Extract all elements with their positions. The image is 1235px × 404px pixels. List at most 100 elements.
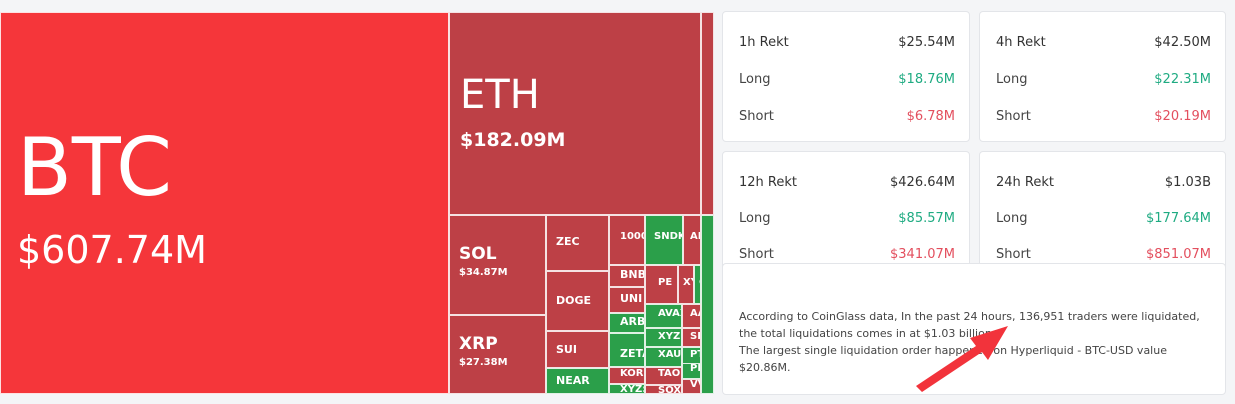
long-value: $177.64M bbox=[1146, 211, 1211, 226]
treemap-tile-uni[interactable]: UNI bbox=[609, 287, 645, 313]
long-row: Long $18.76M bbox=[739, 72, 955, 92]
tile-symbol: XRP bbox=[459, 334, 498, 354]
tile-symbol: NEAR bbox=[556, 374, 590, 387]
treemap-tile-xy[interactable]: XY bbox=[678, 265, 694, 304]
treemap-tile-arb[interactable]: ARB bbox=[609, 313, 645, 333]
treemap-tile-tao[interactable]: TAO bbox=[645, 367, 682, 385]
treemap-tile[interactable] bbox=[701, 12, 714, 215]
short-value: $20.19M bbox=[1154, 109, 1211, 124]
short-value: $6.78M bbox=[906, 109, 955, 124]
treemap-tile-btc[interactable]: BTC $607.74M bbox=[0, 12, 449, 394]
treemap-tile-xrp[interactable]: XRP $27.38M bbox=[449, 315, 546, 394]
treemap-tile-1000i[interactable]: 1000I bbox=[609, 215, 645, 265]
card-header: 4h Rekt $42.50M bbox=[996, 35, 1211, 55]
short-value: $851.07M bbox=[1146, 247, 1211, 262]
long-row: Long $22.31M bbox=[996, 72, 1211, 92]
long-row: Long $85.57M bbox=[739, 211, 955, 231]
tile-symbol: 1000I bbox=[620, 231, 644, 242]
treemap-tile[interactable] bbox=[701, 215, 714, 394]
tile-symbol: PTE bbox=[690, 349, 700, 360]
treemap-tile-vvv[interactable]: VVV bbox=[682, 379, 701, 394]
treemap-tile-pha[interactable]: PHA bbox=[682, 363, 701, 379]
treemap-tile-koru[interactable]: KORU bbox=[609, 367, 645, 384]
treemap-tile-doge[interactable]: DOGE bbox=[546, 271, 609, 331]
treemap-tile-sox[interactable]: SOX bbox=[645, 385, 682, 394]
tile-symbol: BTC bbox=[17, 121, 172, 214]
rekt-card-1h[interactable]: 1h Rekt $25.54M Long $18.76M Short $6.78… bbox=[722, 11, 970, 142]
short-label: Short bbox=[996, 109, 1031, 124]
tile-symbol: AKE bbox=[690, 231, 700, 242]
tile-symbol: SOX bbox=[658, 385, 682, 394]
tile-symbol: CF bbox=[699, 278, 700, 288]
treemap-tile-sndk[interactable]: SNDK bbox=[645, 215, 683, 265]
liquidation-treemap: BTC $607.74M ETH $182.09M SOL $34.87M XRP $27.3… bbox=[0, 12, 714, 394]
treemap-tile-skh[interactable]: SKH bbox=[682, 328, 701, 347]
treemap-tile-xau[interactable]: XAU bbox=[645, 347, 682, 367]
card-header: 24h Rekt $1.03B bbox=[996, 175, 1211, 195]
summary-line-largest: The largest single liquidation order hap… bbox=[739, 344, 1167, 374]
tile-symbol: AA bbox=[690, 308, 700, 319]
treemap-tile-cf[interactable]: CF bbox=[694, 265, 701, 304]
tile-symbol: KORU bbox=[620, 368, 644, 379]
long-label: Long bbox=[996, 211, 1028, 226]
card-total: $25.54M bbox=[898, 35, 955, 50]
long-row: Long $177.64M bbox=[996, 211, 1211, 231]
short-label: Short bbox=[996, 247, 1031, 262]
rekt-card-24h[interactable]: 24h Rekt $1.03B Long $177.64M Short $851… bbox=[979, 151, 1226, 282]
tile-symbol: SUI bbox=[556, 343, 577, 356]
treemap-tile-xyzc[interactable]: XYZ:C bbox=[609, 384, 645, 394]
long-label: Long bbox=[739, 211, 771, 226]
tile-symbol: SOL bbox=[459, 244, 497, 264]
treemap-tile-ake[interactable]: AKE bbox=[683, 215, 701, 265]
tile-symbol: SKH bbox=[690, 331, 700, 342]
tile-symbol: DOGE bbox=[556, 294, 592, 307]
tile-symbol: ARB bbox=[620, 315, 645, 328]
summary-line-total: According to CoinGlass data, In the past… bbox=[739, 310, 1200, 340]
short-row: Short $341.07M bbox=[739, 247, 955, 267]
short-label: Short bbox=[739, 247, 774, 262]
treemap-tile-aa[interactable]: AA bbox=[682, 304, 701, 328]
tile-symbol: ETH bbox=[460, 72, 540, 118]
card-total: $42.50M bbox=[1154, 35, 1211, 50]
tile-symbol: XY bbox=[683, 277, 693, 288]
tile-symbol: VVV bbox=[690, 379, 700, 390]
liquidation-summary: According to CoinGlass data, In the past… bbox=[722, 263, 1226, 395]
treemap-tile-zec[interactable]: ZEC bbox=[546, 215, 609, 271]
treemap-tile-avax[interactable]: AVAX bbox=[645, 304, 682, 328]
tile-symbol: TAO bbox=[658, 368, 681, 379]
short-row: Short $20.19M bbox=[996, 109, 1211, 129]
treemap-tile-sui[interactable]: SUI bbox=[546, 331, 609, 368]
tile-symbol: UNI bbox=[620, 292, 643, 305]
card-title: 1h Rekt bbox=[739, 35, 789, 50]
tile-value: $607.74M bbox=[17, 228, 207, 272]
treemap-tile-pe[interactable]: PE bbox=[645, 265, 678, 304]
short-row: Short $851.07M bbox=[996, 247, 1211, 267]
treemap-tile-eth[interactable]: ETH $182.09M bbox=[449, 12, 701, 215]
long-label: Long bbox=[996, 72, 1028, 87]
tile-symbol: XAU bbox=[658, 349, 682, 360]
treemap-tile-zeta[interactable]: ZETA bbox=[609, 333, 645, 367]
treemap-tile-xyz[interactable]: XYZ: bbox=[645, 328, 682, 347]
card-total: $426.64M bbox=[890, 175, 955, 190]
tile-symbol: PE bbox=[658, 277, 673, 288]
tile-symbol: AVAX bbox=[658, 308, 681, 319]
tile-value: $182.09M bbox=[460, 129, 566, 151]
tile-value: $27.38M bbox=[459, 357, 508, 368]
card-title: 12h Rekt bbox=[739, 175, 797, 190]
tile-symbol: BNB bbox=[620, 268, 645, 281]
long-label: Long bbox=[739, 72, 771, 87]
card-title: 4h Rekt bbox=[996, 35, 1046, 50]
tile-value: $34.87M bbox=[459, 267, 508, 278]
tile-symbol: ZEC bbox=[556, 235, 580, 248]
rekt-card-12h[interactable]: 12h Rekt $426.64M Long $85.57M Short $34… bbox=[722, 151, 970, 282]
tile-symbol: XYZ: bbox=[658, 331, 682, 342]
tile-symbol: XYZ:C bbox=[620, 384, 644, 394]
rekt-card-4h[interactable]: 4h Rekt $42.50M Long $22.31M Short $20.1… bbox=[979, 11, 1226, 142]
card-title: 24h Rekt bbox=[996, 175, 1054, 190]
treemap-tile-sol[interactable]: SOL $34.87M bbox=[449, 215, 546, 315]
treemap-tile-bnb[interactable]: BNB bbox=[609, 265, 645, 287]
tile-symbol: SNDK bbox=[654, 231, 683, 242]
tile-symbol: ZETA bbox=[620, 347, 644, 360]
treemap-tile-near[interactable]: NEAR bbox=[546, 368, 609, 394]
